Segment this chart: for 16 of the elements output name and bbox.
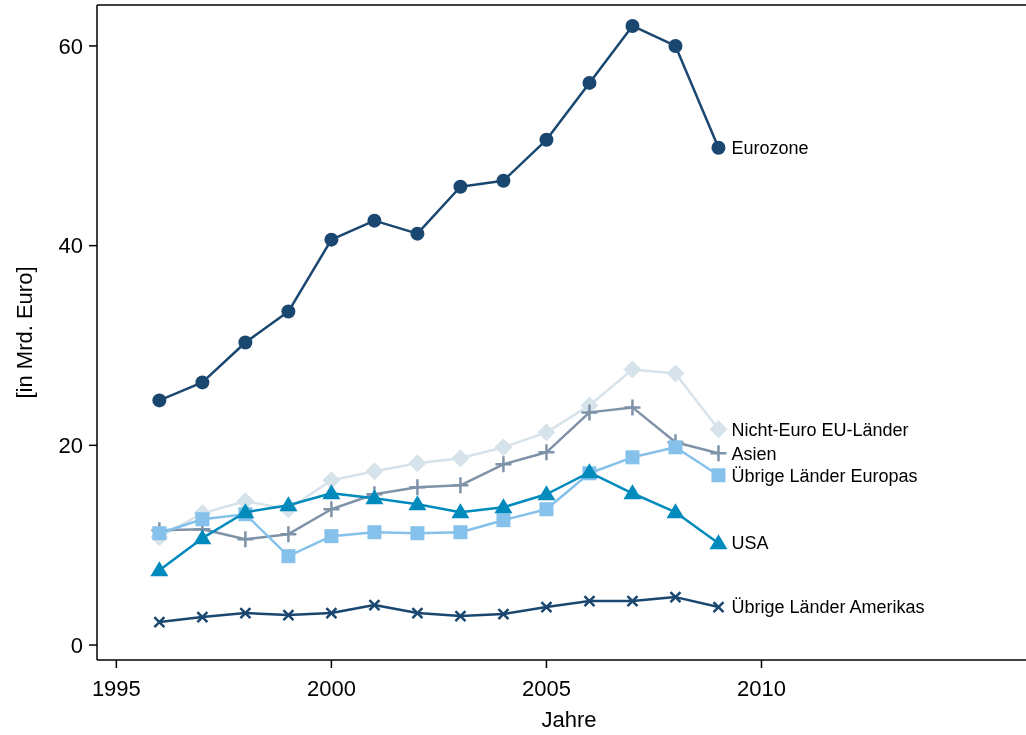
x-tick-label: 2010 xyxy=(737,676,786,701)
y-tick-label: 60 xyxy=(58,33,83,59)
series-label: Übrige Länder Amerikas xyxy=(731,597,925,618)
series-label: Asien xyxy=(731,443,777,464)
series-label: Nicht-Euro EU-Länder xyxy=(731,419,909,440)
x-tick-label: 2005 xyxy=(521,676,571,701)
x-tick-label: 1995 xyxy=(91,676,141,701)
series-label: Eurozone xyxy=(731,138,809,159)
y-tick-label: 20 xyxy=(58,433,83,459)
x-tick-label: 2000 xyxy=(306,676,356,701)
x-axis-title: Jahre xyxy=(541,707,597,732)
y-axis-title: [in Mrd. Euro] xyxy=(12,266,37,399)
series-label: Übrige Länder Europas xyxy=(731,465,918,486)
y-tick-label: 40 xyxy=(58,233,83,259)
series-label: USA xyxy=(731,533,769,554)
y-tick-label: 0 xyxy=(70,632,83,658)
